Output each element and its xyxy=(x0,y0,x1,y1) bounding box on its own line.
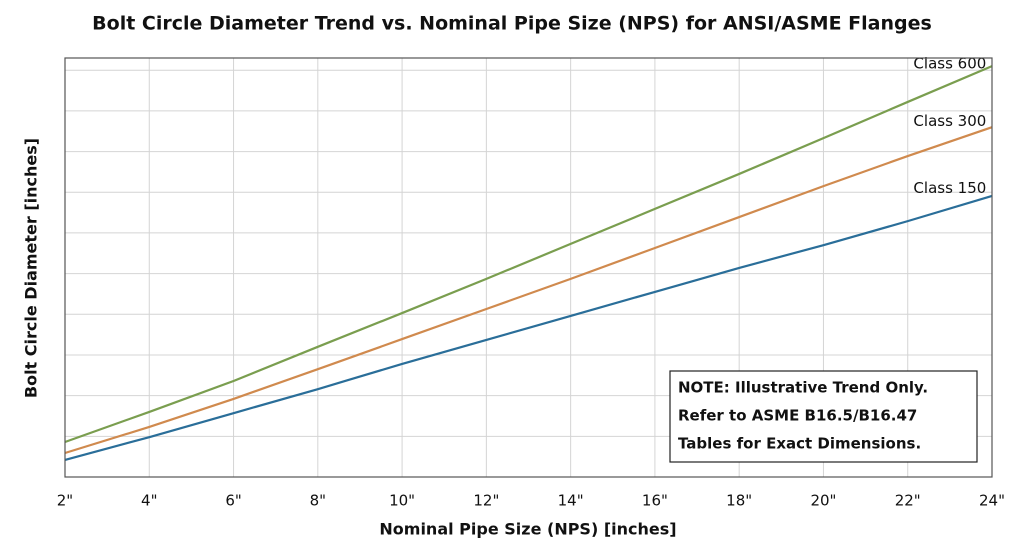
series-label: Class 150 xyxy=(913,179,986,197)
x-tick-label: 8" xyxy=(310,492,326,510)
note-line: Refer to ASME B16.5/B16.47 xyxy=(678,407,917,425)
x-tick-label: 12" xyxy=(473,492,499,510)
x-tick-label: 6" xyxy=(225,492,241,510)
x-tick-label: 24" xyxy=(979,492,1005,510)
series-line xyxy=(64,126,993,455)
note-box xyxy=(669,370,978,463)
note-line: NOTE: Illustrative Trend Only. xyxy=(678,379,928,397)
x-tick-label: 14" xyxy=(558,492,584,510)
x-tick-label: 16" xyxy=(642,492,668,510)
plot-frame xyxy=(64,57,993,478)
grid: 2" 4" 6" 8" 10" 12" 14" 16" 18" 20" 22" 24" xyxy=(57,58,1005,510)
chart-title: Bolt Circle Diameter Trend vs. Nominal P… xyxy=(92,13,932,35)
x-tick-label: 18" xyxy=(726,492,752,510)
x-tick-label: 10" xyxy=(389,492,415,510)
note-line: Tables for Exact Dimensions. xyxy=(678,435,921,453)
series-line xyxy=(64,65,993,444)
series-line xyxy=(64,194,993,461)
note: NOTE: Illustrative Trend Only. Refer to A… xyxy=(678,379,928,453)
series-label: Class 300 xyxy=(913,112,986,130)
x-tick-label: 22" xyxy=(895,492,921,510)
x-tick-label: 4" xyxy=(141,492,157,510)
y-axis-title: Bolt Circle Diameter [inches] xyxy=(22,138,41,398)
x-tick-label: 2" xyxy=(57,492,73,510)
lines: Class 600 Class 300 Class 150 xyxy=(64,55,993,461)
series-label: Class 600 xyxy=(913,55,986,73)
x-tick-label: 20" xyxy=(810,492,836,510)
x-axis-title: Nominal Pipe Size (NPS) [inches] xyxy=(379,520,676,539)
